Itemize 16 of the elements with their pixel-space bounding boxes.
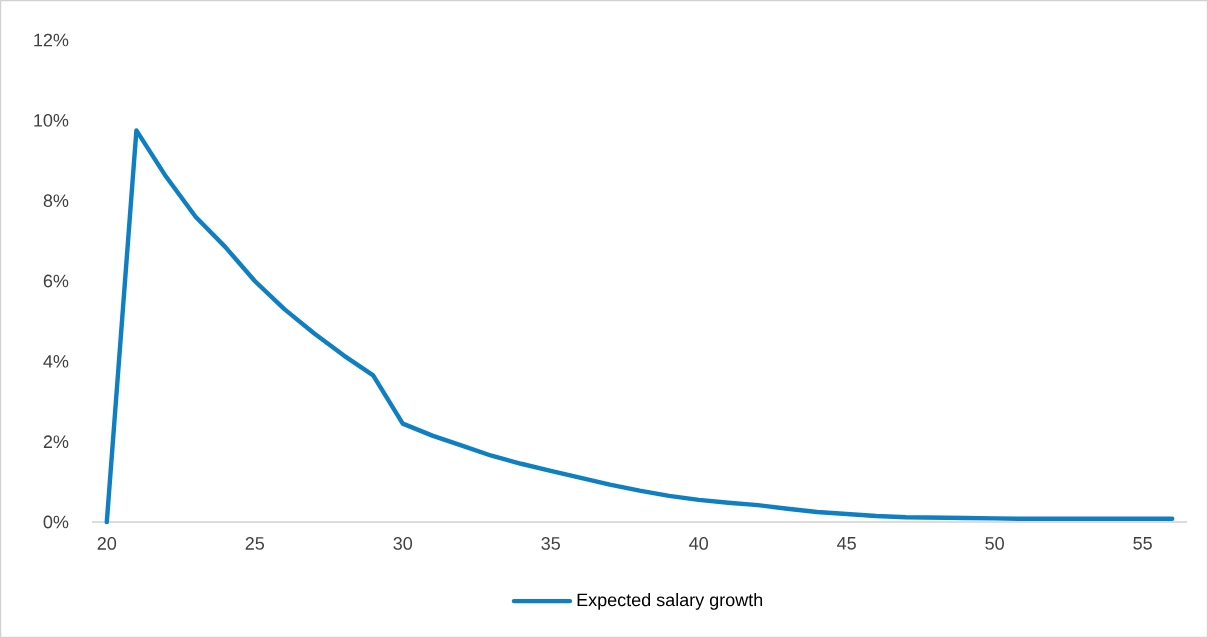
y-tick-label: 6% [43,274,69,288]
x-tick-label: 20 [97,537,117,550]
y-tick-label: 4% [43,355,69,368]
y-tick-label: 2% [43,435,69,448]
x-tick-label: 30 [393,537,413,550]
x-tick-label: 25 [245,537,265,550]
y-tick-label: 12% [34,33,69,47]
x-tick-label: 35 [541,537,560,550]
y-tick-label: 0% [43,515,69,529]
legend-label: Expected salary growth [577,593,763,610]
x-tick-label: 40 [689,537,709,550]
x-tick-label: 55 [1133,537,1152,550]
x-tick-label: 50 [985,537,1004,550]
y-tick-label: 10% [34,113,69,127]
x-tick-label: 45 [837,537,856,550]
y-tick-label: 8% [43,194,69,208]
